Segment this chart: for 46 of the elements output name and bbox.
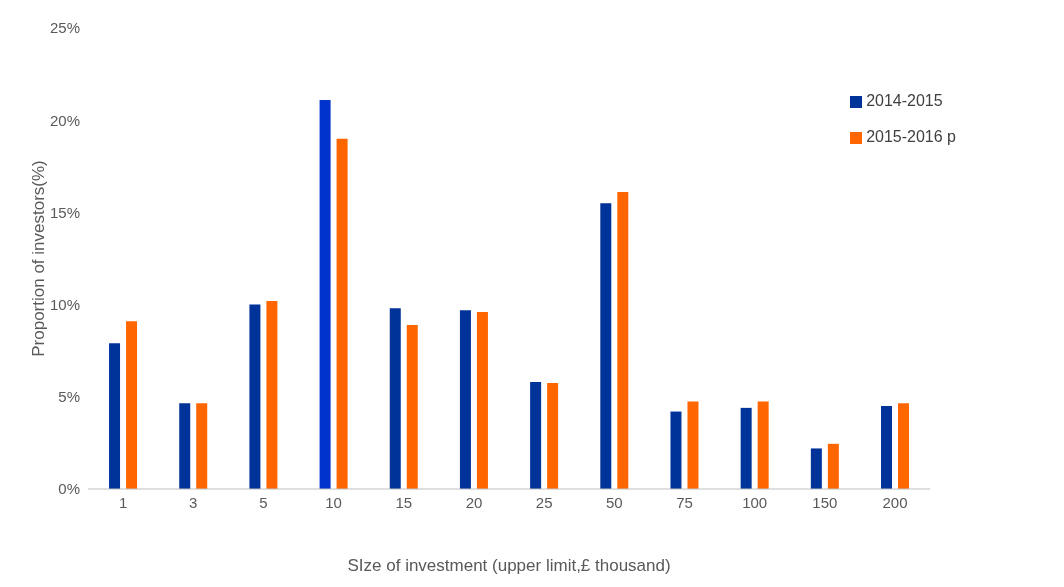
bar — [670, 411, 682, 489]
legend-label: 2014-2015 — [866, 92, 943, 109]
bar — [249, 304, 261, 489]
y-tick-label: 20% — [49, 111, 80, 129]
bar — [757, 401, 769, 489]
bar — [266, 300, 278, 489]
bar — [600, 203, 612, 489]
bar — [617, 192, 629, 489]
bar — [476, 311, 488, 489]
bar — [687, 401, 699, 489]
x-tick-label: 5 — [259, 493, 268, 511]
bar — [389, 308, 401, 489]
x-tick-label: 10 — [325, 493, 342, 511]
x-tick-label: 15 — [395, 493, 413, 511]
bar — [336, 138, 348, 489]
x-tick-label: 20 — [465, 493, 483, 511]
bar — [126, 321, 138, 489]
legend-label: 2015-2016 p — [866, 128, 956, 145]
x-tick-label: 50 — [605, 493, 623, 511]
x-tick-label: 200 — [882, 493, 908, 511]
bar — [530, 382, 542, 489]
x-tick-label: 25 — [535, 493, 553, 511]
y-tick-label: 5% — [58, 388, 80, 406]
bar — [810, 448, 822, 489]
x-tick-label: 3 — [189, 493, 198, 511]
bar — [406, 324, 418, 489]
bar — [547, 382, 559, 489]
bar — [898, 403, 910, 489]
x-tick-label: 75 — [676, 493, 693, 511]
y-tick-label: 25% — [49, 19, 80, 37]
y-tick-label: 15% — [49, 203, 80, 221]
y-tick-label: 0% — [58, 480, 80, 498]
y-axis-title: Proportion of investors(%) — [29, 160, 49, 357]
bar — [319, 99, 331, 489]
bar — [459, 310, 471, 489]
bar — [827, 443, 839, 489]
bar — [179, 403, 191, 489]
bar — [881, 406, 893, 489]
bar — [109, 343, 121, 489]
x-tick-label: 150 — [812, 493, 838, 511]
bar — [740, 407, 752, 489]
x-tick-label: 1 — [118, 493, 128, 511]
y-tick-label: 10% — [49, 295, 80, 313]
bar — [196, 403, 208, 489]
x-tick-label: 100 — [742, 493, 768, 511]
x-axis-title: SIze of investment (upper limit,£ thousand) — [347, 556, 671, 576]
